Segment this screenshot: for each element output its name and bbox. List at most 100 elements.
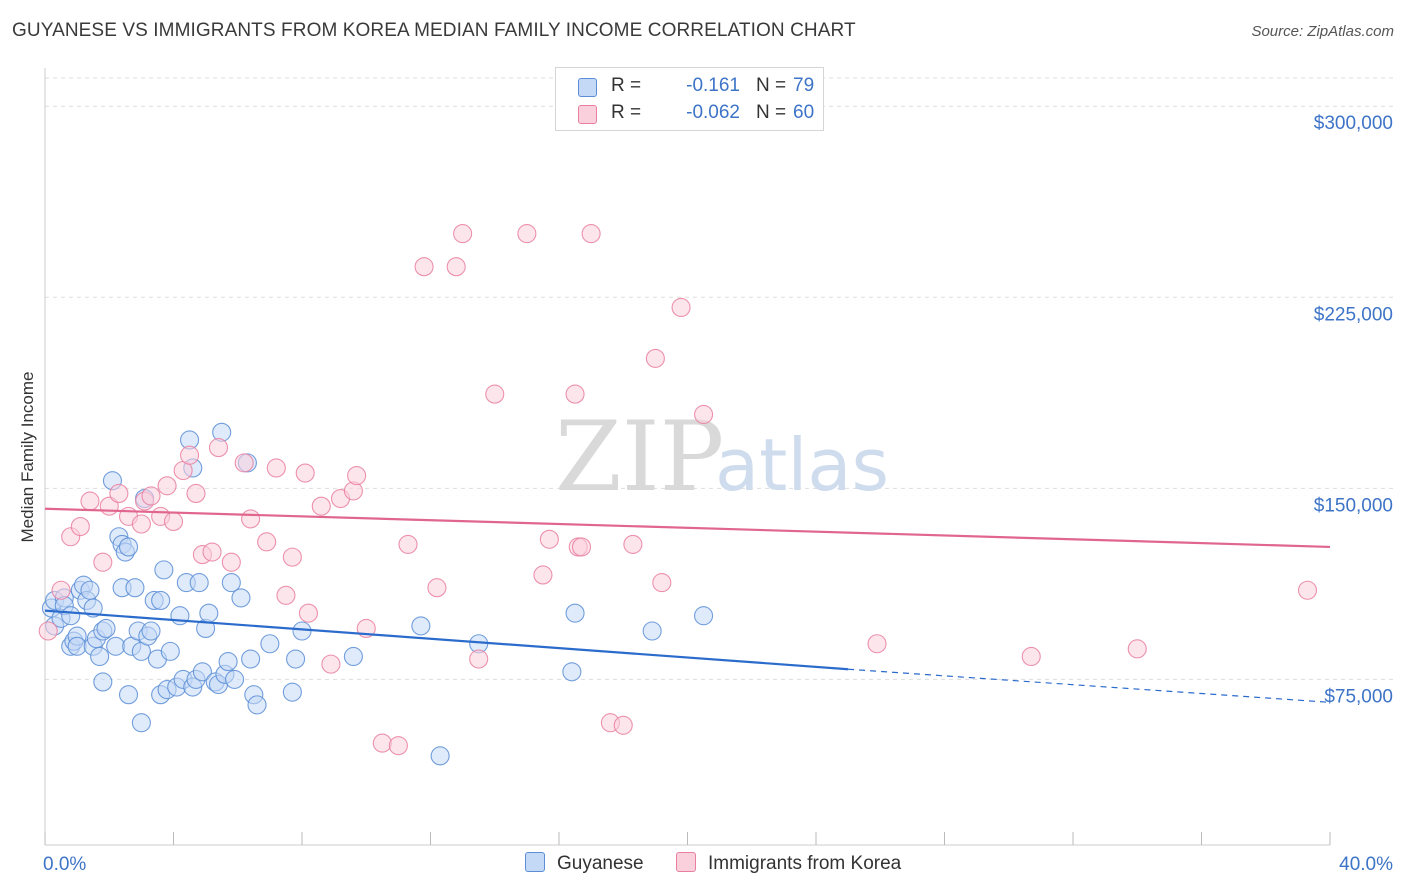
point-korea xyxy=(571,537,592,557)
point-guyanese xyxy=(286,649,306,669)
point-korea xyxy=(202,542,222,562)
point-korea xyxy=(163,511,184,532)
point-korea xyxy=(109,483,129,503)
point-korea xyxy=(141,486,161,506)
trend-lines xyxy=(44,507,1331,703)
point-korea xyxy=(93,552,113,572)
point-guyanese xyxy=(221,573,241,593)
point-korea xyxy=(180,445,200,465)
point-korea xyxy=(398,534,418,554)
point-korea xyxy=(469,649,489,669)
point-guyanese xyxy=(93,672,113,692)
point-korea xyxy=(298,603,318,623)
x-tick-label-max: 40.0% xyxy=(1339,854,1393,875)
point-korea xyxy=(282,547,302,567)
point-guyanese xyxy=(642,621,662,641)
legend: R = -0.161 N = 79 R = -0.062 N = 60 xyxy=(555,67,824,131)
point-korea xyxy=(257,532,277,552)
point-korea xyxy=(565,384,585,404)
point-korea xyxy=(1297,580,1318,600)
point-guyanese xyxy=(67,636,87,656)
legend-r-label: R = xyxy=(611,75,642,96)
legend-n-value: 60 xyxy=(793,102,815,123)
y-tick-label: $225,000 xyxy=(1314,304,1393,325)
source-label: Source: ZipAtlas.com xyxy=(1251,23,1394,40)
point-guyanese xyxy=(80,580,100,600)
point-guyanese xyxy=(154,560,174,580)
point-korea xyxy=(645,348,665,368)
point-korea xyxy=(694,404,714,425)
bottom-legend-guyanese: Guyanese xyxy=(525,852,644,875)
legend-n-label: N = xyxy=(756,75,787,96)
point-korea xyxy=(533,565,553,585)
y-tick-label: $150,000 xyxy=(1314,495,1393,516)
x-tick-label-min: 0.0% xyxy=(43,854,86,875)
point-korea xyxy=(414,257,434,277)
point-korea xyxy=(276,585,296,605)
point-guyanese xyxy=(562,662,582,682)
legend-r-value: -0.161 xyxy=(686,75,740,96)
point-korea xyxy=(241,509,261,529)
point-guyanese xyxy=(118,537,139,557)
y-tick-label: $300,000 xyxy=(1314,113,1393,134)
point-korea xyxy=(131,514,151,534)
legend-swatch-guyanese xyxy=(578,78,597,97)
point-korea xyxy=(266,458,286,478)
data-points xyxy=(38,224,1318,766)
trend-line-guyanese-extension xyxy=(848,668,1331,703)
point-guyanese xyxy=(61,606,81,626)
point-guyanese xyxy=(247,695,267,715)
legend-r-value: -0.062 xyxy=(686,102,740,123)
point-guyanese xyxy=(106,636,126,656)
point-korea xyxy=(311,496,331,516)
point-korea xyxy=(51,580,71,600)
trend-line-korea xyxy=(44,507,1331,549)
legend-n-value: 79 xyxy=(793,75,815,96)
y-axis-label: Median Family Income xyxy=(18,371,37,542)
bottom-legend-label-guyanese: Guyanese xyxy=(557,853,644,874)
watermark-atlas: atlas xyxy=(715,423,889,507)
point-korea xyxy=(295,463,315,483)
legend-swatch-korea xyxy=(578,105,597,124)
point-korea xyxy=(321,654,341,674)
point-guyanese xyxy=(118,685,139,705)
point-guyanese xyxy=(241,649,261,669)
y-tick-label: $75,000 xyxy=(1324,686,1393,707)
point-guyanese xyxy=(199,603,219,623)
point-guyanese xyxy=(192,662,212,682)
point-guyanese xyxy=(131,713,151,733)
point-guyanese xyxy=(125,578,145,598)
x-ticks xyxy=(44,832,1331,845)
point-guyanese xyxy=(90,646,110,667)
point-guyanese xyxy=(694,606,714,626)
point-korea xyxy=(157,476,177,496)
point-korea xyxy=(623,534,643,554)
trend-line-guyanese xyxy=(44,609,849,671)
point-korea xyxy=(539,529,559,549)
point-korea xyxy=(1127,639,1147,659)
point-korea xyxy=(652,573,672,593)
point-korea xyxy=(70,517,90,537)
point-korea xyxy=(446,257,466,277)
chart-title: GUYANESE VS IMMIGRANTS FROM KOREA MEDIAN… xyxy=(12,20,856,41)
point-korea xyxy=(221,552,241,572)
point-guyanese xyxy=(411,616,431,636)
point-korea xyxy=(388,736,408,756)
bottom-legend-korea: Immigrants from Korea xyxy=(676,852,901,875)
point-korea xyxy=(453,224,473,244)
legend-n-label: N = xyxy=(756,102,787,123)
gridlines xyxy=(45,77,1393,680)
bottom-legend-swatch-korea xyxy=(676,852,696,872)
point-guyanese xyxy=(141,621,161,641)
point-guyanese xyxy=(96,618,116,639)
point-korea xyxy=(186,483,206,503)
point-guyanese xyxy=(282,682,302,702)
point-korea xyxy=(427,578,447,598)
point-guyanese xyxy=(151,590,171,610)
point-guyanese xyxy=(224,669,245,689)
point-korea xyxy=(581,224,601,244)
point-korea xyxy=(80,491,100,511)
point-guyanese xyxy=(83,598,103,618)
point-korea xyxy=(208,438,229,458)
